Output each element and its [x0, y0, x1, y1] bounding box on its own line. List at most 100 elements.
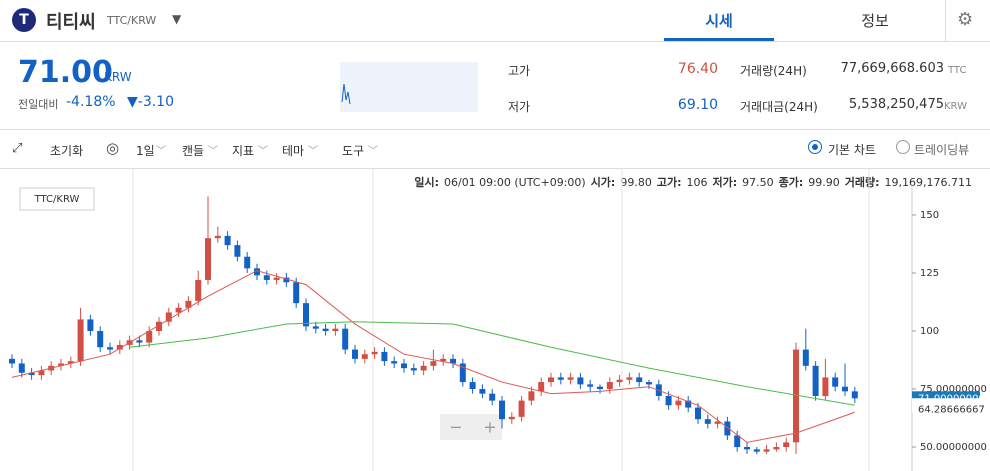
zoom-in[interactable]: +	[483, 418, 496, 437]
price: 71.00	[18, 55, 113, 90]
candle-body	[58, 363, 64, 366]
candle-body	[744, 447, 750, 450]
mode[interactable]: 기본 차트	[828, 143, 876, 157]
candle-body	[312, 326, 319, 329]
candle-body	[440, 358, 447, 362]
candle-body	[685, 400, 692, 408]
candle-body	[391, 361, 398, 364]
candle-body	[783, 442, 790, 448]
info-value: 19,169,176.711	[884, 176, 972, 189]
tab[interactable]: 시세	[705, 12, 733, 30]
candle-body	[107, 347, 113, 350]
candle-body	[214, 235, 221, 239]
candle-body	[146, 331, 153, 343]
candle-body	[518, 400, 525, 417]
radio-off[interactable]	[896, 140, 910, 154]
candle-body	[361, 354, 368, 359]
ma-line	[11, 270, 855, 443]
tab[interactable]: 정보	[861, 12, 889, 30]
candle-body	[322, 328, 329, 332]
candle-body	[224, 235, 231, 246]
candle-body	[136, 340, 143, 343]
candle-body	[695, 407, 701, 420]
candle-body	[773, 447, 780, 450]
radio-on[interactable]	[808, 140, 822, 154]
menu-item[interactable]: 1일	[136, 144, 155, 158]
dropdown[interactable]: ▼	[172, 12, 182, 26]
menu-item[interactable]: 도구	[342, 144, 365, 158]
menu-item[interactable]: 테마	[282, 144, 305, 158]
candle-body	[802, 349, 809, 366]
toolbar	[0, 129, 990, 169]
change-abs: ▼-3.10	[127, 94, 174, 110]
caret: ﹀	[368, 146, 378, 157]
candle-body	[714, 421, 721, 424]
stat-label: 고가	[508, 64, 531, 78]
globe-icon[interactable]: ◎	[106, 139, 120, 157]
candle-body	[646, 382, 652, 385]
price-unit: KRW	[104, 70, 132, 84]
candle-body	[851, 391, 858, 399]
stat-value: 77,669,668.603	[840, 61, 944, 76]
menu-item[interactable]: 캔들	[182, 144, 205, 158]
candle-body	[401, 363, 407, 369]
candle-body	[38, 370, 45, 376]
candle-body	[548, 377, 554, 383]
candle-body	[28, 372, 35, 376]
info-line: 일시: 06/01 09:00 (UTC+09:00) 시가: 99.80 고가: 106…	[409, 174, 972, 190]
settings[interactable]: ⚙	[957, 9, 974, 30]
change-label: 전일대비	[18, 98, 59, 111]
divider	[945, 0, 946, 41]
candle-body	[254, 268, 260, 276]
caret: ﹀	[308, 146, 318, 157]
candle-body	[342, 328, 349, 350]
stat-value: 5,538,250,475	[848, 97, 944, 112]
candle-body	[812, 365, 819, 396]
candle-body	[273, 277, 280, 280]
candle-body	[832, 377, 839, 387]
ma-line	[129, 321, 855, 406]
y-tick-label: 50.00000000	[920, 442, 987, 453]
ma-tag-text: 64.28666667	[918, 404, 985, 415]
tab-underline	[664, 38, 774, 41]
candle-body	[597, 386, 603, 390]
candle-body	[636, 377, 643, 383]
ma-tag	[912, 398, 980, 413]
candle-body	[822, 377, 829, 396]
sparkline-line	[341, 83, 351, 105]
candle-body	[18, 363, 25, 373]
change-pct: -4.18%	[66, 94, 116, 110]
stat-label: 저가	[508, 100, 531, 114]
candle-body	[459, 363, 466, 383]
mode[interactable]: 트레이딩뷰	[914, 143, 970, 157]
menu-item[interactable]: 지표	[232, 144, 255, 158]
candle-body	[606, 382, 613, 390]
candle-body	[116, 344, 123, 350]
candle-body	[842, 386, 848, 392]
candle-body	[557, 377, 564, 380]
info-label: 종가:	[778, 176, 804, 189]
candle-body	[234, 245, 241, 257]
info-label: 저가:	[712, 176, 738, 189]
candle-body	[616, 379, 623, 383]
candle-body	[352, 349, 358, 359]
reset[interactable]: 초기화	[50, 144, 84, 158]
candle-body	[205, 238, 211, 280]
sparkline-svg	[341, 83, 351, 105]
zoom-out[interactable]: −	[449, 418, 462, 437]
stat-label: 거래대금(24H)	[740, 100, 818, 114]
candle-body	[704, 419, 711, 424]
info-label: 고가:	[656, 176, 682, 189]
legend: TTC/KRW	[34, 194, 80, 205]
info-value: 106	[686, 176, 708, 189]
zoom-box[interactable]	[440, 414, 502, 440]
info-value: 97.50	[742, 176, 774, 189]
coin-name: 티티씨	[46, 12, 96, 33]
candle-body	[67, 361, 74, 364]
candle-body	[410, 368, 417, 371]
expand-icon[interactable]: ⤢	[12, 141, 23, 156]
pair: TTC/KRW	[107, 14, 157, 27]
candle-body	[665, 395, 672, 406]
candle-body	[371, 351, 378, 355]
candle-body	[283, 277, 290, 283]
